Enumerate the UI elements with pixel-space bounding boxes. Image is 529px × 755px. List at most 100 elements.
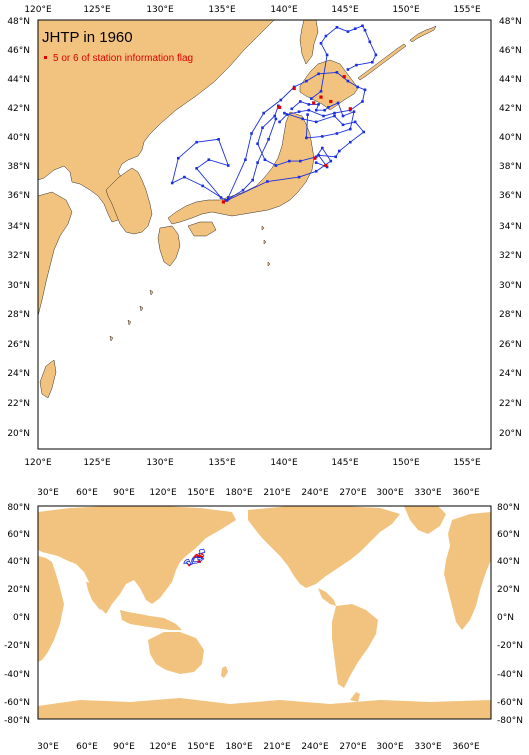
greenland-landmass	[404, 506, 446, 534]
lon-label: 90°E	[113, 488, 135, 498]
station-point	[261, 126, 264, 129]
regional-lon-labels-top: 120°E 125°E 130°E 135°E 140°E 145°E 150°…	[24, 5, 481, 15]
station-point	[363, 28, 367, 32]
station-point	[283, 111, 286, 115]
lon-label: 135°E	[208, 458, 236, 468]
lat-label: 30°N	[7, 281, 30, 291]
australia-landmass	[148, 632, 204, 674]
world-track-layer	[183, 548, 206, 567]
lon-label: 90°E	[113, 742, 135, 752]
lon-label: 120°E	[24, 5, 52, 15]
china-coast	[38, 191, 73, 317]
india-landmass	[86, 582, 106, 610]
legend-flag-label: 5 or 6 of station information flag	[53, 53, 193, 64]
station-point	[241, 188, 245, 192]
station-point	[256, 161, 259, 164]
station-point	[314, 161, 318, 164]
lon-label: 210°E	[263, 488, 291, 498]
lat-label: 22°N	[499, 399, 522, 409]
lon-label: 60°E	[76, 488, 98, 498]
lat-label: 40°N	[497, 557, 520, 567]
station-point	[278, 120, 281, 124]
lon-label: 150°E	[392, 458, 420, 468]
station-point	[349, 127, 352, 131]
lon-label: 120°E	[149, 742, 177, 752]
station-point	[317, 154, 320, 157]
lat-label: 24°N	[7, 369, 30, 379]
world-flagged-station-point	[188, 564, 191, 567]
station-point	[346, 30, 350, 33]
flagged-station-point	[221, 200, 225, 204]
world-flagged-station-point	[200, 552, 203, 555]
lon-label: 300°E	[376, 742, 404, 752]
korean-peninsula	[105, 167, 153, 235]
station-point	[314, 170, 318, 173]
station-point	[353, 27, 357, 30]
station-point	[299, 159, 302, 163]
world-track-line-tour-f	[189, 556, 201, 566]
world-lat-labels-right: 80°N 60°N 40°N 20°N 0°N -20°N -40°N -60°…	[497, 503, 523, 726]
station-point	[279, 98, 283, 102]
lat-label: 28°N	[7, 310, 30, 320]
station-point	[244, 158, 247, 161]
lat-label: 20°N	[499, 429, 522, 439]
lat-label: 40°N	[499, 133, 522, 143]
station-point	[267, 138, 270, 141]
station-point	[290, 107, 294, 111]
station-point	[305, 79, 308, 83]
lon-label: 120°E	[149, 488, 177, 498]
lon-label: 130°E	[146, 5, 174, 15]
lon-label: 30°E	[37, 488, 59, 498]
lat-label: 24°N	[499, 369, 522, 379]
ship-track-layer	[170, 24, 378, 202]
station-point	[273, 114, 276, 118]
station-point	[361, 24, 364, 28]
station-point	[363, 88, 367, 92]
station-point	[297, 110, 301, 113]
lon-label: 360°E	[452, 488, 480, 498]
world-lon-labels-bottom: 30°E 60°E 90°E 120°E 150°E 180°E 210°E 2…	[37, 742, 480, 752]
lon-label: 125°E	[83, 458, 111, 468]
lon-label: 140°E	[270, 458, 298, 468]
station-point	[335, 26, 339, 29]
station-point	[317, 72, 320, 76]
station-point	[346, 68, 350, 71]
lon-label: 145°E	[331, 458, 359, 468]
station-point	[336, 101, 340, 105]
station-point	[217, 138, 220, 141]
lon-label: 150°E	[392, 5, 420, 15]
station-point	[263, 158, 267, 161]
station-point	[352, 110, 356, 113]
station-point	[371, 60, 374, 64]
lat-label: 0°N	[497, 613, 514, 623]
station-point	[314, 108, 318, 112]
lon-label: 150°E	[187, 742, 215, 752]
world-lat-labels-left: 80°N 60°N 40°N 20°N 0°N -20°N -40°N -60°…	[4, 503, 30, 726]
world-track-line-tour-e	[198, 548, 206, 557]
lat-label: -40°N	[4, 670, 30, 680]
flagged-station-point	[313, 156, 317, 160]
regional-lat-labels-left: 48°N 46°N 44°N 42°N 40°N 38°N 36°N 34°N …	[7, 17, 30, 439]
station-point	[323, 108, 326, 112]
lon-label: 300°E	[376, 488, 404, 498]
station-point	[227, 164, 230, 167]
station-flag-layer	[221, 75, 352, 204]
world-map-frame	[37, 505, 492, 720]
station-point	[307, 108, 311, 112]
station-point	[362, 130, 365, 134]
taiwan-island	[39, 359, 57, 399]
station-point	[307, 103, 311, 106]
world-flagged-station-point	[194, 555, 196, 558]
station-point	[183, 175, 186, 179]
world-flagged-station-point	[197, 560, 200, 563]
maritime-se-asia	[120, 610, 182, 630]
europe-africa-east	[444, 512, 491, 630]
lat-label: 36°N	[7, 191, 30, 201]
world-map: 30°E 60°E 90°E 120°E 150°E 180°E 210°E 2…	[4, 488, 523, 752]
flagged-station-point	[342, 75, 346, 79]
lon-label: 270°E	[339, 742, 367, 752]
lat-label: -60°N	[497, 698, 523, 708]
lat-label: 44°N	[7, 75, 30, 85]
lat-label: -20°N	[497, 641, 523, 651]
station-point	[335, 132, 339, 135]
